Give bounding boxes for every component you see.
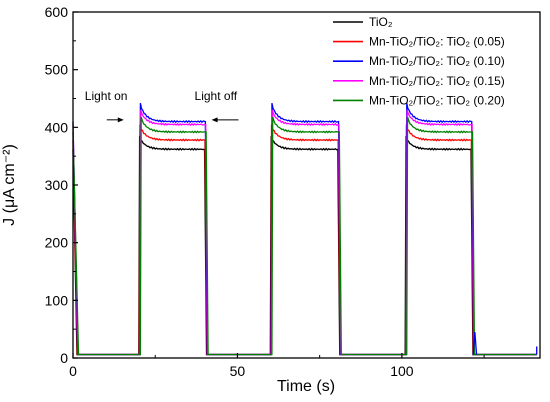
legend-label-2: Mn-TiO₂/TiO₂: TiO₂ (0.10): [369, 54, 505, 68]
annotation-layer: Light on Light off: [85, 89, 239, 123]
series-line-2: [72, 102, 537, 356]
legend-label-4: Mn-TiO₂/TiO₂: TiO₂ (0.20): [369, 93, 505, 107]
annotation-light-on: Light on: [85, 89, 128, 103]
series-layer: [72, 102, 538, 356]
ticks-layer: 0 50 100 0 100 200 300 400 500 600: [45, 4, 485, 379]
x-tick-label-2: 100: [390, 363, 414, 379]
y-tick-label-4: 400: [45, 119, 69, 135]
x-tick-label-1: 50: [230, 363, 246, 379]
annotation-light-off: Light off: [195, 89, 238, 103]
series-line-3: [72, 109, 537, 356]
y-tick-label-0: 0: [60, 350, 68, 366]
arrowhead-light-on: [117, 117, 124, 123]
x-tick-label-0: 0: [69, 363, 77, 379]
y-tick-label-6: 600: [45, 4, 69, 20]
y-tick-label-1: 100: [45, 292, 69, 308]
series-line-1: [72, 124, 537, 356]
legend: TiO₂ Mn-TiO₂/TiO₂: TiO₂ (0.05) Mn-TiO₂/TiO…: [333, 15, 505, 107]
legend-label-1: Mn-TiO₂/TiO₂: TiO₂ (0.05): [369, 35, 505, 49]
y-axis-title: J (μA cm⁻²): [1, 144, 18, 226]
arrowhead-light-off: [211, 117, 218, 123]
legend-label-0: TiO₂: [369, 15, 393, 29]
legend-label-3: Mn-TiO₂/TiO₂: TiO₂ (0.15): [369, 74, 505, 88]
series-line-4: [72, 116, 537, 356]
series-line-0: [72, 135, 537, 356]
y-tick-label-3: 300: [45, 177, 69, 193]
y-tick-label-5: 500: [45, 62, 69, 78]
y-tick-label-2: 200: [45, 235, 69, 251]
x-axis-title: Time (s): [277, 378, 335, 395]
series-spike: [472, 332, 478, 355]
